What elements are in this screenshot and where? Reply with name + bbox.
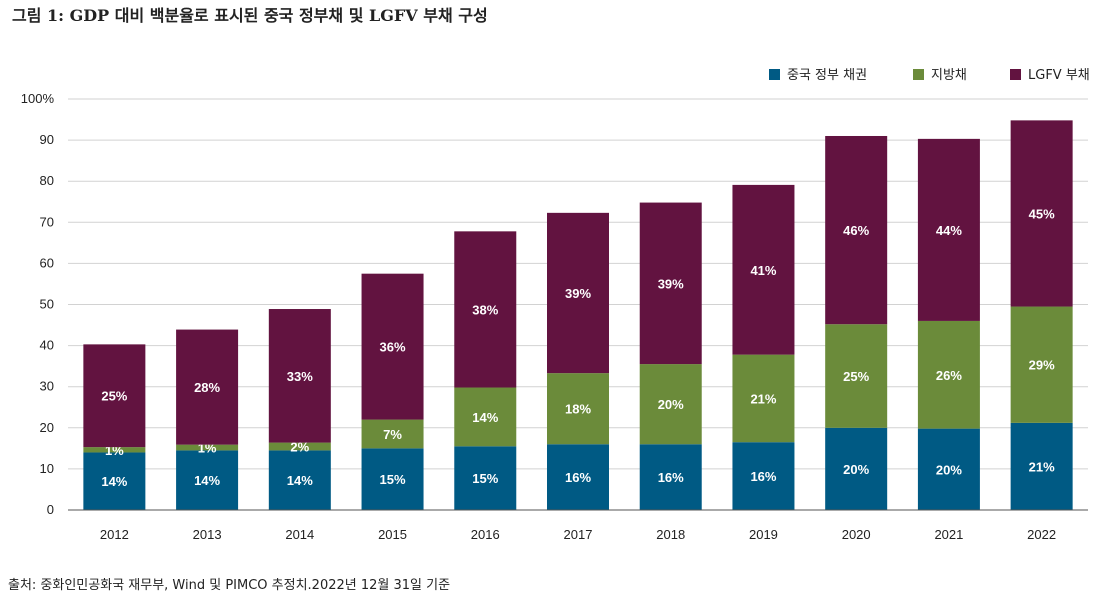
data-label: 20% bbox=[658, 397, 684, 412]
bar-segment bbox=[547, 212, 609, 374]
bar-segment bbox=[639, 444, 702, 510]
data-label: 16% bbox=[658, 470, 684, 485]
data-label: 2% bbox=[290, 440, 309, 455]
bar-segment bbox=[454, 446, 517, 510]
data-label: 45% bbox=[1029, 206, 1055, 221]
bar-segment bbox=[268, 450, 331, 510]
y-tick-label: 20 bbox=[40, 420, 54, 435]
bar-segment bbox=[917, 428, 980, 510]
data-label: 20% bbox=[936, 462, 962, 477]
data-label: 29% bbox=[1029, 358, 1055, 373]
data-label: 14% bbox=[101, 474, 127, 489]
data-label: 28% bbox=[194, 380, 220, 395]
data-label: 33% bbox=[287, 369, 313, 384]
x-tick-label: 2016 bbox=[471, 527, 500, 542]
source-note: 출처: 중화인민공화국 재무부, Wind 및 PIMCO 추정치.2022년 … bbox=[8, 578, 451, 593]
bar-segment bbox=[361, 273, 424, 420]
chart-title: 그림 1: GDP 대비 백분율로 표시된 중국 정부채 및 LGFV 부채 구… bbox=[12, 6, 488, 25]
bar-segment bbox=[454, 387, 517, 447]
bar-segment bbox=[917, 320, 980, 429]
data-label: 26% bbox=[936, 368, 962, 383]
data-label: 46% bbox=[843, 223, 869, 238]
data-label: 20% bbox=[843, 462, 869, 477]
data-label: 25% bbox=[101, 389, 127, 404]
x-tick-label: 2012 bbox=[100, 527, 129, 542]
y-axis: 0 10 20 30 40 50 60 70 80 90 100% bbox=[21, 91, 55, 517]
x-tick-label: 2020 bbox=[842, 527, 871, 542]
bar-segment bbox=[1010, 306, 1073, 423]
legend-label: LGFV 부채 bbox=[1028, 68, 1090, 83]
x-tick-label: 2018 bbox=[656, 527, 685, 542]
x-tick-label: 2017 bbox=[564, 527, 593, 542]
bar-segment bbox=[83, 452, 146, 510]
data-label: 14% bbox=[472, 410, 498, 425]
bar-segment bbox=[83, 447, 146, 453]
legend-swatch bbox=[913, 69, 924, 80]
data-label: 16% bbox=[565, 470, 591, 485]
bar-segment bbox=[268, 442, 331, 451]
bar-segment bbox=[732, 184, 795, 355]
bar-segment bbox=[547, 373, 609, 445]
y-tick-label: 50 bbox=[40, 297, 54, 312]
data-label: 41% bbox=[750, 263, 776, 278]
bar-segment bbox=[547, 444, 609, 510]
bar-segment bbox=[361, 448, 424, 510]
data-label: 14% bbox=[194, 473, 220, 488]
x-tick-label: 2019 bbox=[749, 527, 778, 542]
data-label: 39% bbox=[658, 276, 684, 291]
bar-segment bbox=[732, 354, 795, 443]
bar-segment bbox=[917, 138, 980, 321]
bar-segment bbox=[176, 329, 239, 445]
bar-segment bbox=[454, 231, 517, 388]
x-tick-label: 2014 bbox=[285, 527, 314, 542]
bar-segment bbox=[639, 364, 702, 445]
data-label: 14% bbox=[287, 473, 313, 488]
data-label: 15% bbox=[472, 471, 498, 486]
data-label: 15% bbox=[380, 472, 406, 487]
legend-swatch bbox=[769, 69, 780, 80]
bar-segment bbox=[825, 324, 888, 428]
legend-label: 지방채 bbox=[931, 68, 967, 83]
bar-segment bbox=[732, 442, 795, 510]
y-tick-label: 40 bbox=[40, 338, 54, 353]
bar-segment bbox=[639, 202, 702, 365]
legend: 중국 정부 채권 지방채 LGFV 부채 bbox=[769, 68, 1090, 83]
y-tick-label: 0 bbox=[47, 502, 54, 517]
legend-swatch bbox=[1010, 69, 1021, 80]
x-tick-label: 2022 bbox=[1027, 527, 1056, 542]
bar-segment bbox=[825, 427, 888, 510]
y-tick-label: 100% bbox=[21, 91, 55, 106]
bar-segment bbox=[268, 309, 331, 443]
bar-segment bbox=[825, 135, 888, 325]
bar-segment bbox=[176, 450, 239, 510]
data-label: 7% bbox=[383, 427, 402, 442]
y-tick-label: 30 bbox=[40, 379, 54, 394]
data-label: 39% bbox=[565, 286, 591, 301]
data-label: 16% bbox=[750, 469, 776, 484]
y-tick-label: 60 bbox=[40, 255, 54, 270]
bar-segment bbox=[176, 444, 239, 451]
data-label: 18% bbox=[565, 402, 591, 417]
data-label: 36% bbox=[380, 340, 406, 355]
legend-label: 중국 정부 채권 bbox=[787, 68, 867, 83]
x-tick-label: 2015 bbox=[378, 527, 407, 542]
bar-segment bbox=[83, 344, 146, 448]
data-label: 25% bbox=[843, 369, 869, 384]
x-tick-label: 2021 bbox=[934, 527, 963, 542]
bars: 14%1%25%14%1%28%14%2%33%15%7%36%15%14%38… bbox=[83, 120, 1073, 510]
data-label: 38% bbox=[472, 302, 498, 317]
bar-segment bbox=[1010, 422, 1073, 510]
y-tick-label: 90 bbox=[40, 132, 54, 147]
bar-segment bbox=[1010, 120, 1073, 307]
data-label: 44% bbox=[936, 223, 962, 238]
y-tick-label: 10 bbox=[40, 461, 54, 476]
data-label: 21% bbox=[1029, 459, 1055, 474]
bar-segment bbox=[361, 419, 424, 449]
y-tick-label: 70 bbox=[40, 214, 54, 229]
x-tick-label: 2013 bbox=[193, 527, 222, 542]
data-label: 21% bbox=[750, 391, 776, 406]
y-tick-label: 80 bbox=[40, 173, 54, 188]
x-axis: 2012 2013 2014 2015 2016 2017 2018 2019 2020 2021… bbox=[68, 509, 1088, 542]
